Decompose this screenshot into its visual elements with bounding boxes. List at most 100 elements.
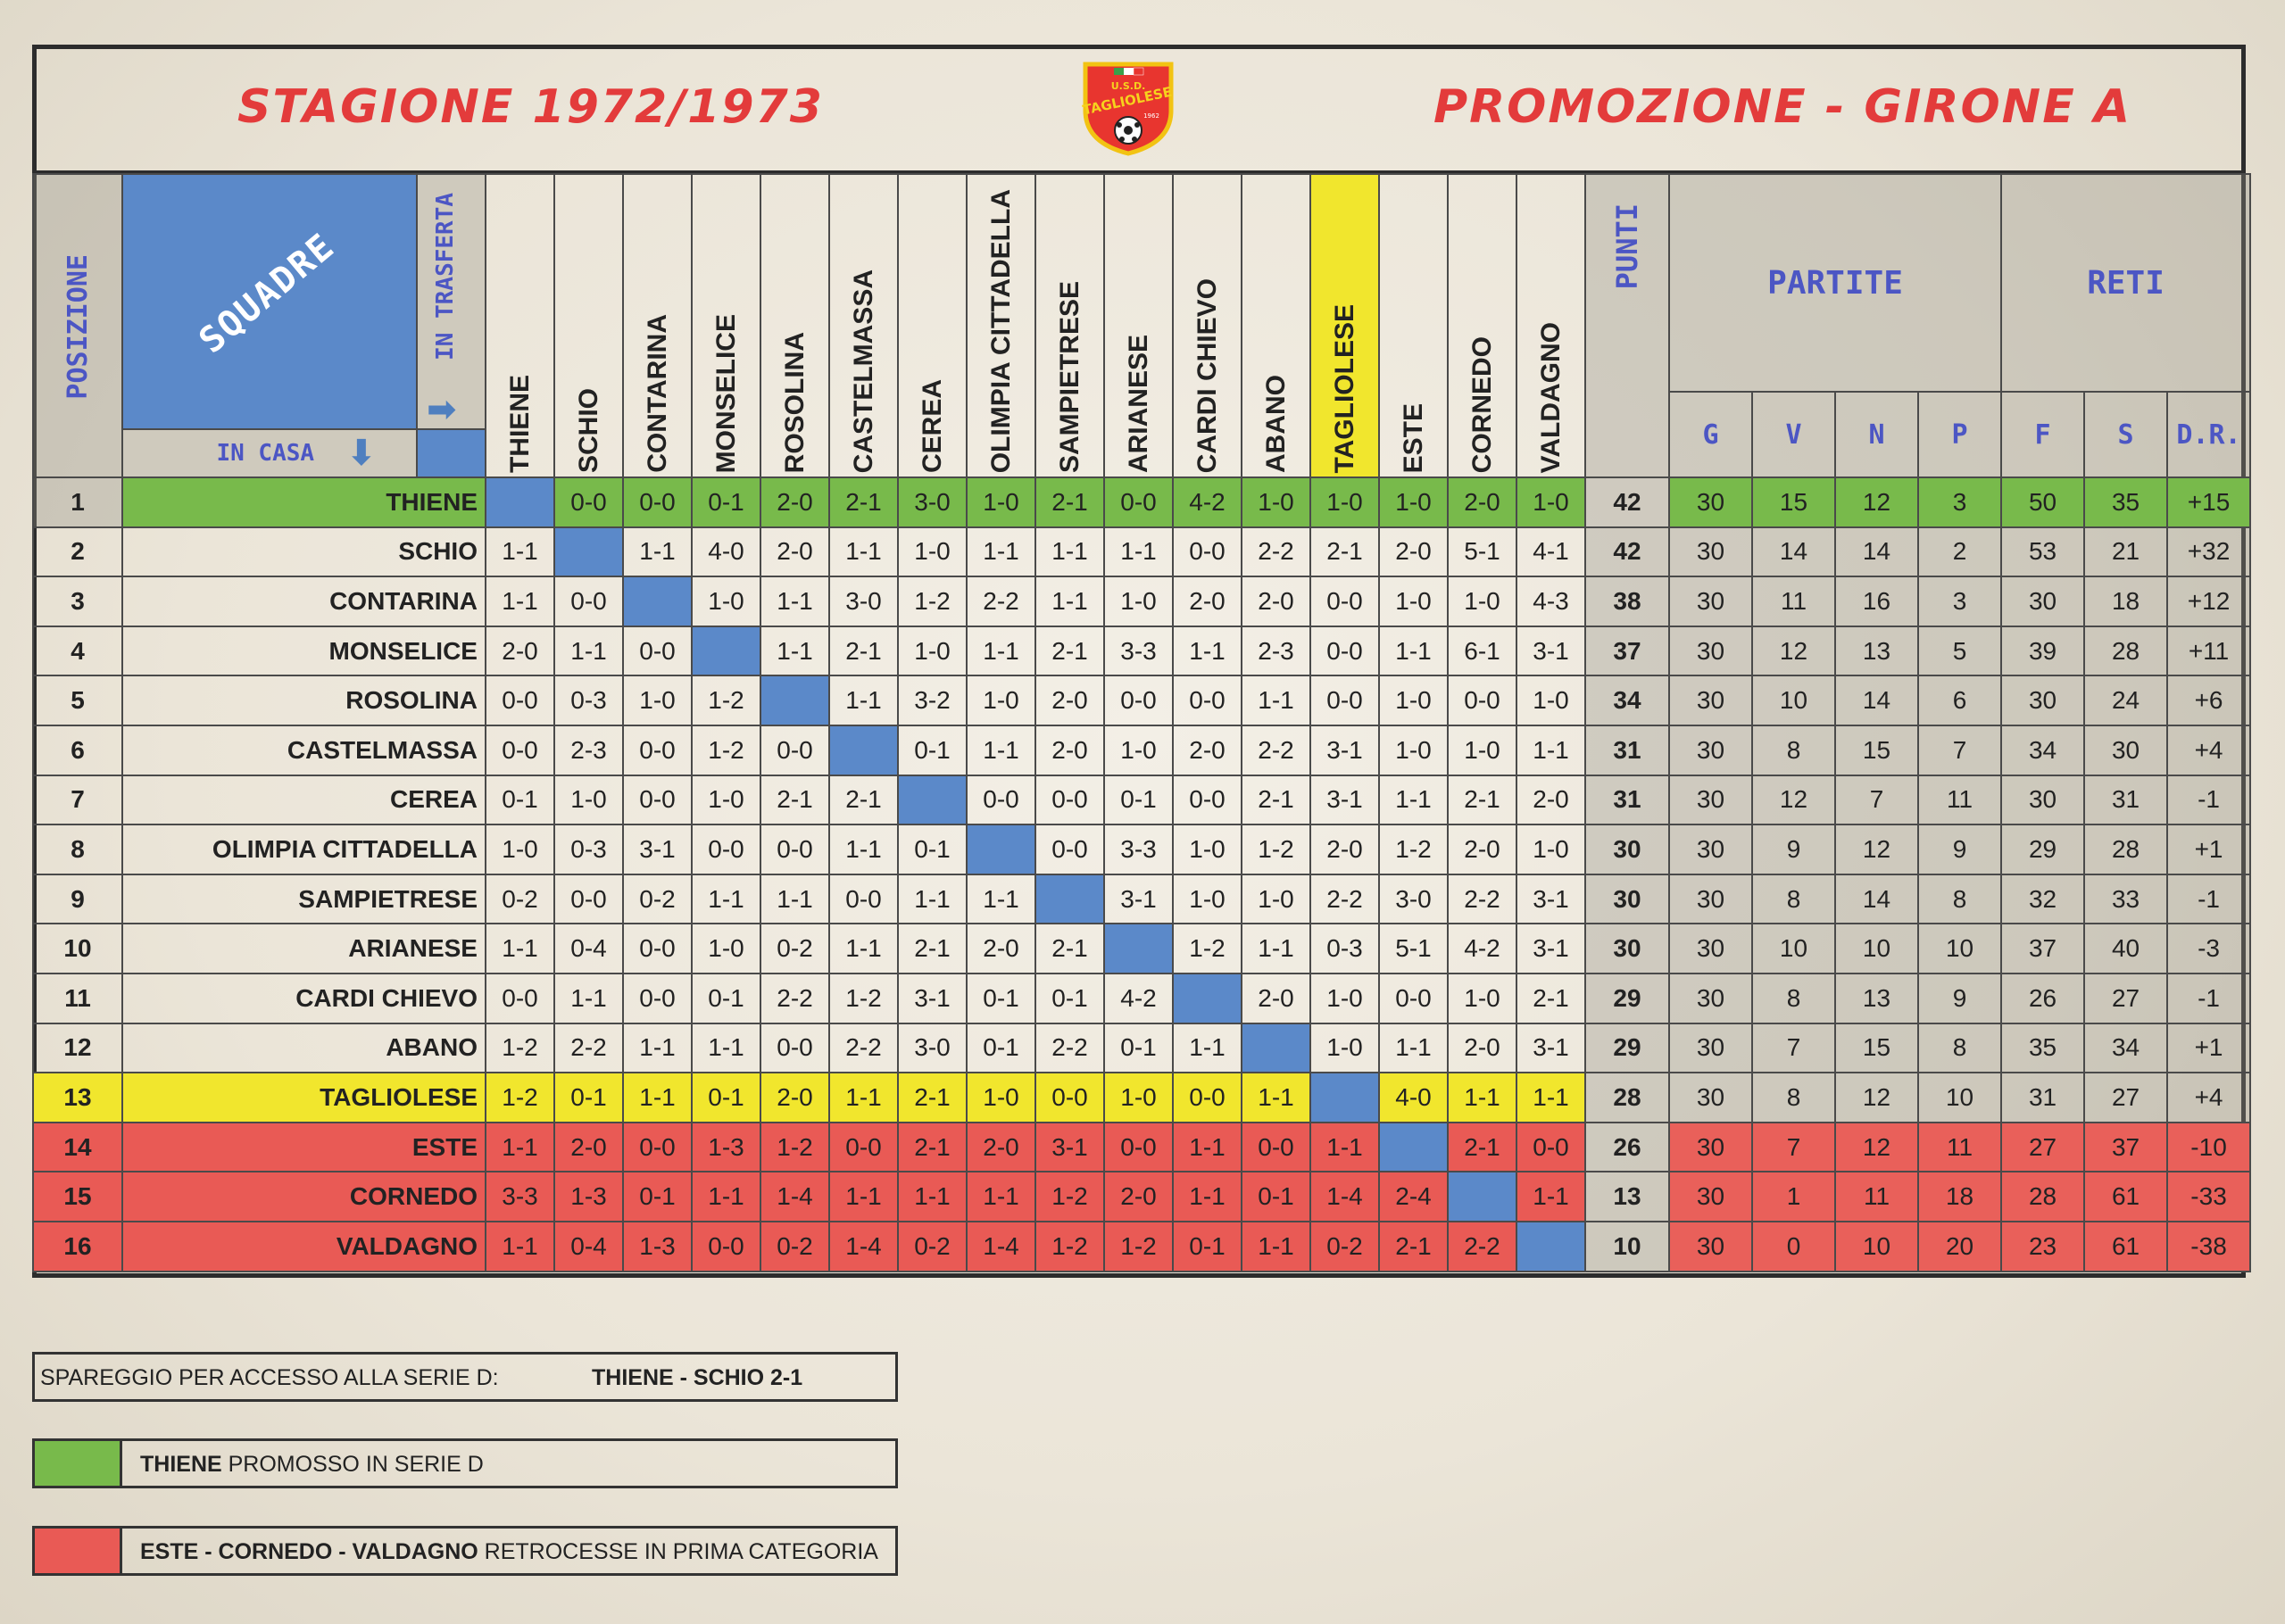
stat-cell-f: 23: [2000, 1220, 2086, 1272]
stat-cell-dr: +12: [2166, 576, 2252, 627]
result-cell: 2-0: [1103, 1171, 1174, 1222]
column-header-label: ROSOLINA: [779, 331, 810, 473]
points-cell: 42: [1584, 526, 1670, 578]
relegated-legend: ESTE - CORNEDO - VALDAGNO RETROCESSE IN …: [32, 1526, 898, 1576]
squadre-label: SQUADRE: [191, 225, 344, 362]
result-cell: 0-1: [1172, 1220, 1242, 1272]
result-cell: 1-0: [966, 675, 1036, 726]
arrow-right-icon: ➡: [427, 389, 457, 430]
result-cell: 0-0: [622, 724, 693, 776]
result-cell: 1-2: [691, 724, 761, 776]
stat-cell-p: 5: [1916, 625, 2003, 677]
result-cell: 1-1: [1172, 625, 1242, 677]
stat-cell-p: 2: [1916, 526, 2003, 578]
stat-cell-f: 26: [2000, 972, 2086, 1024]
position-cell: 10: [32, 923, 123, 974]
position-cell: 9: [32, 873, 123, 925]
points-cell: 13: [1584, 1171, 1670, 1222]
result-cell: 0-0: [1034, 824, 1105, 875]
team-name-cell: CORNEDO: [121, 1171, 486, 1222]
result-cell: 1-0: [1447, 972, 1517, 1024]
result-cell: 3-2: [897, 675, 968, 726]
column-header-tagliolese: TAGLIOLESE: [1309, 173, 1380, 478]
result-cell: 3-3: [1103, 625, 1174, 677]
result-cell: 1-1: [966, 873, 1036, 925]
table-row: 6 CASTELMASSA 0-0 2-3 0-0 1-2 0-0 0-1 1-1 2-0 1-0 2…: [32, 724, 2252, 776]
points-cell: 30: [1584, 873, 1670, 925]
stat-cell-f: 34: [2000, 724, 2086, 776]
result-cell: 0-0: [622, 625, 693, 677]
result-cell: 0-0: [622, 476, 693, 528]
stat-cell-g: 30: [1668, 675, 1753, 726]
stat-header-n: N: [1834, 391, 1919, 478]
in-casa-strip: IN CASA ⬇: [124, 428, 415, 476]
result-cell: 1-2: [485, 1072, 555, 1123]
result-cell: 1-3: [553, 1171, 624, 1222]
table-row: 7 CEREA 0-1 1-0 0-0 1-0 2-1 2-1 0-0 0-0 0-1 0-0 2-1 3…: [32, 774, 2252, 826]
result-cell: 1-0: [1516, 476, 1586, 528]
result-cell: 4-2: [1103, 972, 1174, 1024]
stat-cell-g: 30: [1668, 526, 1753, 578]
result-cell: 1-0: [1378, 675, 1449, 726]
stat-cell-v: 9: [1751, 824, 1836, 875]
result-cell: 2-1: [1034, 923, 1105, 974]
column-header-olimpia-cittadella: OLIMPIA CITTADELLA: [966, 173, 1036, 478]
result-cell: 2-1: [897, 1072, 968, 1123]
column-header-label: VALDAGNO: [1535, 321, 1566, 473]
stat-cell-n: 14: [1834, 873, 1919, 925]
result-cell: 1-1: [622, 526, 693, 578]
column-header-abano: ABANO: [1241, 173, 1311, 478]
stat-cell-s: 30: [2083, 724, 2169, 776]
team-name-cell: VALDAGNO: [121, 1220, 486, 1272]
stat-cell-f: 53: [2000, 526, 2086, 578]
stat-cell-n: 7: [1834, 774, 1919, 826]
stat-cell-f: 29: [2000, 824, 2086, 875]
team-name-cell: CASTELMASSA: [121, 724, 486, 776]
result-cell: 5-1: [1378, 923, 1449, 974]
stat-cell-p: 9: [1916, 824, 2003, 875]
column-header-label: MONSELICE: [710, 313, 741, 473]
table-row: 10 ARIANESE 1-1 0-4 0-0 1-0 0-2 1-1 2-1 2-0 2-1 1-2…: [32, 923, 2252, 974]
result-cell: 0-1: [897, 824, 968, 875]
result-cell: 5-1: [1447, 526, 1517, 578]
diagonal-cell: [966, 824, 1036, 875]
stat-header-v: V: [1751, 391, 1836, 478]
result-cell: 1-1: [1103, 526, 1174, 578]
stat-header-dr: D.R.: [2166, 391, 2252, 478]
result-cell: 1-0: [1172, 873, 1242, 925]
table-row: 5 ROSOLINA 0-0 0-3 1-0 1-2 1-1 3-2 1-0 2-0 0-0 0-0 1…: [32, 675, 2252, 726]
result-cell: 2-1: [1241, 774, 1311, 826]
stat-cell-f: 31: [2000, 1072, 2086, 1123]
result-cell: 1-1: [966, 1171, 1036, 1222]
result-cell: 1-1: [828, 1072, 899, 1123]
column-header-cerea: CEREA: [897, 173, 968, 478]
stat-cell-p: 20: [1916, 1220, 2003, 1272]
stat-cell-n: 14: [1834, 526, 1919, 578]
result-cell: 2-1: [828, 625, 899, 677]
result-cell: 1-1: [1241, 1072, 1311, 1123]
result-cell: 1-1: [1172, 1171, 1242, 1222]
result-cell: 1-0: [1309, 1022, 1380, 1074]
stat-cell-dr: -3: [2166, 923, 2252, 974]
arrow-down-icon: ⬇: [346, 433, 377, 474]
result-cell: 3-1: [897, 972, 968, 1024]
points-cell: 28: [1584, 1072, 1670, 1123]
stat-cell-v: 8: [1751, 1072, 1836, 1123]
result-cell: 1-0: [1378, 476, 1449, 528]
stat-cell-g: 30: [1668, 724, 1753, 776]
result-cell: 0-2: [485, 873, 555, 925]
column-header-label: ARIANESE: [1123, 334, 1153, 473]
result-cell: 0-0: [828, 1121, 899, 1173]
punti-label: PUNTI: [1610, 203, 1644, 290]
stat-cell-dr: -38: [2166, 1220, 2252, 1272]
column-header-valdagno: VALDAGNO: [1516, 173, 1586, 478]
stat-header-f: F: [2000, 391, 2086, 478]
result-cell: 0-0: [622, 923, 693, 974]
result-cell: 2-2: [1447, 873, 1517, 925]
stat-cell-g: 30: [1668, 576, 1753, 627]
column-header-arianese: ARIANESE: [1103, 173, 1174, 478]
result-cell: 0-1: [485, 774, 555, 826]
result-cell: 1-0: [622, 675, 693, 726]
stat-cell-v: 12: [1751, 774, 1836, 826]
column-header-label: CASTELMASSA: [848, 269, 878, 473]
